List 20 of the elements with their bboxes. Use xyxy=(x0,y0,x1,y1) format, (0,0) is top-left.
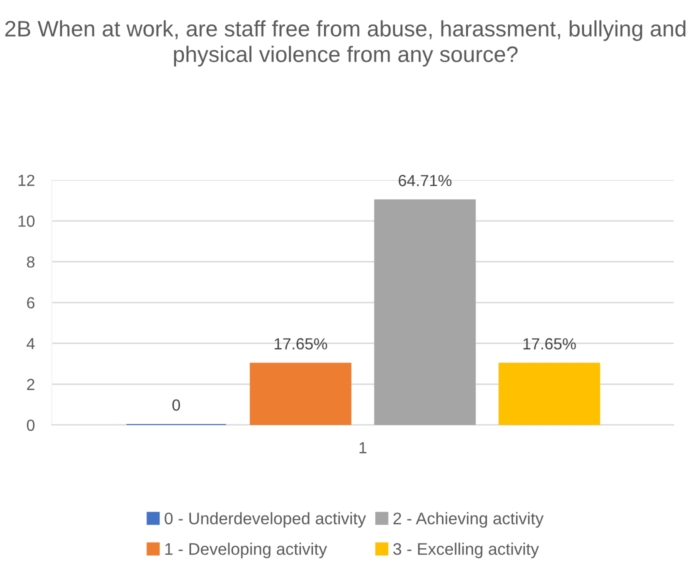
annotation: 64.71% xyxy=(398,174,452,186)
y-tick-label: 0 xyxy=(26,420,35,431)
bar xyxy=(250,362,352,425)
y-tick-label: 10 xyxy=(18,216,35,227)
data-label: 0 xyxy=(172,399,180,411)
x-tick-label: 1 xyxy=(360,442,366,454)
bar xyxy=(498,362,600,425)
y-tick-label: 6 xyxy=(27,297,34,308)
y-tick-label: 2 xyxy=(27,378,34,390)
y-tick-label: 12 xyxy=(18,174,34,186)
legend-label: 3 - Excelling activity xyxy=(393,542,539,558)
legend-label: 1 - Developing activity xyxy=(165,542,328,558)
chart-title: 2B When at work, are staff free from abuse, harassment, bullying and physical violence from any source? xyxy=(5,20,686,67)
bar xyxy=(374,199,476,425)
legend-label: 0 - Underdeveloped activity xyxy=(164,512,366,528)
y-tick-label: 4 xyxy=(26,338,35,350)
legend-label: 2 - Achieving activity xyxy=(393,512,544,528)
y-tick-label: 8 xyxy=(26,256,34,268)
annotation: 17.65% xyxy=(523,338,576,350)
annotation: 17.65% xyxy=(274,338,328,350)
